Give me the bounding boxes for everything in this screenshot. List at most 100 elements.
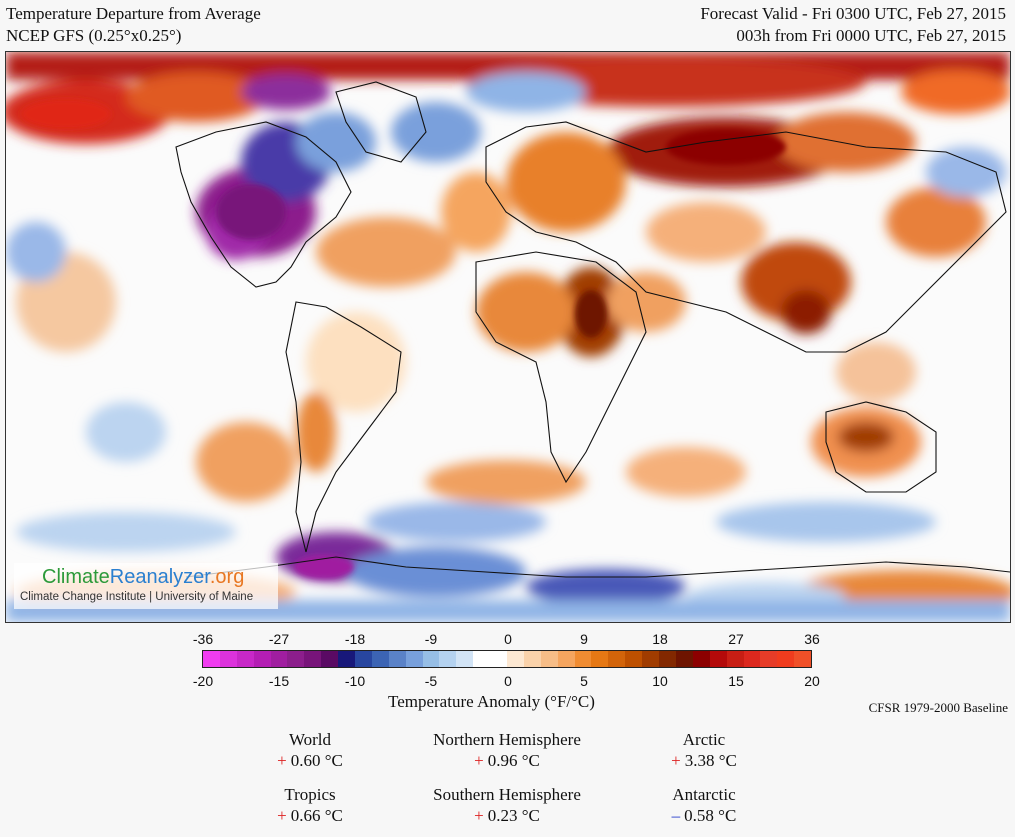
colorbar-swatch <box>355 651 372 667</box>
colorbar-swatch <box>507 651 524 667</box>
colorbar-swatch <box>422 651 440 667</box>
stat-value: 0.96 °C <box>487 751 540 770</box>
colorbar-swatch <box>726 651 744 667</box>
stat-tropics: Tropics +0.66 °C <box>200 784 420 826</box>
colorbar-swatch <box>743 651 761 667</box>
colorbar-swatch <box>591 651 609 667</box>
colorbar-title: Temperature Anomaly (°F/°C) <box>388 692 595 711</box>
stat-sign: + <box>277 806 287 825</box>
stat-sign: – <box>671 806 681 825</box>
c-tick-label: 10 <box>652 673 668 689</box>
stat-southern-hemisphere: Southern Hemisphere +0.23 °C <box>397 784 617 826</box>
map-title: Temperature Departure from Average <box>6 4 261 23</box>
colorbar-swatch <box>777 651 795 667</box>
c-tick-label: 5 <box>580 673 588 689</box>
f-tick-label: -36 <box>192 631 214 647</box>
stat-name: Southern Hemisphere <box>433 785 581 804</box>
stat-sign: + <box>671 751 681 770</box>
stat-value-line: –0.58 °C <box>594 805 814 826</box>
colorbar-swatch <box>203 651 220 667</box>
stat-northern-hemisphere: Northern Hemisphere +0.96 °C <box>397 729 617 771</box>
colorbar-swatch <box>473 651 491 667</box>
forecast-valid-time: Forecast Valid - Fri 0300 UTC, Feb 27, 2… <box>700 4 1006 23</box>
colorbar-swatch <box>642 651 660 667</box>
colorbar-swatch <box>659 651 676 667</box>
stat-value: 0.66 °C <box>290 806 343 825</box>
baseline-note: CFSR 1979-2000 Baseline <box>868 700 1008 715</box>
stat-value: 0.58 °C <box>684 806 737 825</box>
stat-name: Antarctic <box>672 785 736 804</box>
colorbar-swatch <box>709 651 727 667</box>
c-tick-label: -10 <box>344 673 366 689</box>
stat-value-line: +0.66 °C <box>200 805 420 826</box>
colorbar-swatch <box>760 651 778 667</box>
stat-name: Arctic <box>682 730 726 749</box>
colorbar-swatch <box>675 651 693 667</box>
c-tick-label: -5 <box>424 673 438 689</box>
colorbar-swatch <box>405 651 423 667</box>
c-tick-label: 20 <box>804 673 820 689</box>
colorbar-swatch <box>388 651 406 667</box>
stat-sign: + <box>277 751 287 770</box>
stat-value: 0.23 °C <box>487 806 540 825</box>
stat-value-line: +3.38 °C <box>594 750 814 771</box>
stat-value: 0.60 °C <box>290 751 343 770</box>
colorbar-swatch <box>692 651 710 667</box>
c-tick-label: -15 <box>268 673 290 689</box>
logo-part-reanalyzer: Reanalyzer <box>109 566 210 588</box>
f-tick-label: -27 <box>268 631 290 647</box>
stat-world: World +0.60 °C <box>200 729 420 771</box>
colorbar-swatch <box>321 651 339 667</box>
stat-value-line: +0.23 °C <box>397 805 617 826</box>
colorbar-swatch <box>608 651 626 667</box>
anomaly-cores <box>21 99 786 579</box>
anomaly-colorbar <box>202 650 812 668</box>
colorbar-swatch <box>219 651 237 667</box>
colorbar-swatch <box>236 651 254 667</box>
colorbar-swatch <box>456 651 474 667</box>
colorbar-swatch <box>574 651 592 667</box>
stat-value: 3.38 °C <box>684 751 737 770</box>
colorbar-swatch <box>338 651 356 667</box>
coastlines <box>175 81 1010 578</box>
f-tick-label: -18 <box>344 631 366 647</box>
stat-value-line: +0.60 °C <box>200 750 420 771</box>
f-tick-label: -9 <box>424 631 438 647</box>
stat-arctic: Arctic +3.38 °C <box>594 729 814 771</box>
stat-sign: + <box>474 751 484 770</box>
logo-wordmark: ClimateReanalyzer.org <box>42 566 244 589</box>
logo-part-climate: Climate <box>42 566 110 588</box>
colorbar-swatch <box>270 651 288 667</box>
f-tick-label: 9 <box>580 631 588 647</box>
stat-value-line: +0.96 °C <box>397 750 617 771</box>
logo-subtitle: Climate Change Institute | University of… <box>20 591 254 603</box>
colorbar-swatch <box>253 651 271 667</box>
colorbar-swatch <box>371 651 389 667</box>
stat-name: World <box>288 730 332 749</box>
colorbar-swatch <box>540 651 558 667</box>
colorbar-swatch <box>794 651 812 667</box>
c-tick-label: 15 <box>728 673 744 689</box>
colorbar-swatch <box>557 651 575 667</box>
c-tick-label: 0 <box>504 673 512 689</box>
colorbar-swatch <box>523 651 541 667</box>
f-tick-label: 36 <box>804 631 820 647</box>
colorbar-swatch <box>625 651 643 667</box>
f-tick-label: 0 <box>504 631 512 647</box>
stat-name: Tropics <box>284 785 336 804</box>
stat-sign: + <box>474 806 484 825</box>
colorbar-swatch <box>490 651 508 667</box>
temperature-anomaly-map <box>5 51 1011 623</box>
colorbar-swatch <box>304 651 322 667</box>
stat-antarctic: Antarctic –0.58 °C <box>594 784 814 826</box>
climate-reanalyzer-logo: ClimateReanalyzer.org Climate Change Ins… <box>14 563 278 609</box>
f-tick-label: 18 <box>652 631 668 647</box>
c-tick-label: -20 <box>192 673 214 689</box>
model-name: NCEP GFS (0.25°x0.25°) <box>6 26 182 45</box>
f-tick-label: 27 <box>728 631 744 647</box>
logo-part-org: .org <box>209 566 245 588</box>
colorbar-swatch <box>439 651 457 667</box>
colorbar-swatch <box>287 651 305 667</box>
anomaly-map-canvas <box>6 52 1010 622</box>
stat-name: Northern Hemisphere <box>433 730 581 749</box>
